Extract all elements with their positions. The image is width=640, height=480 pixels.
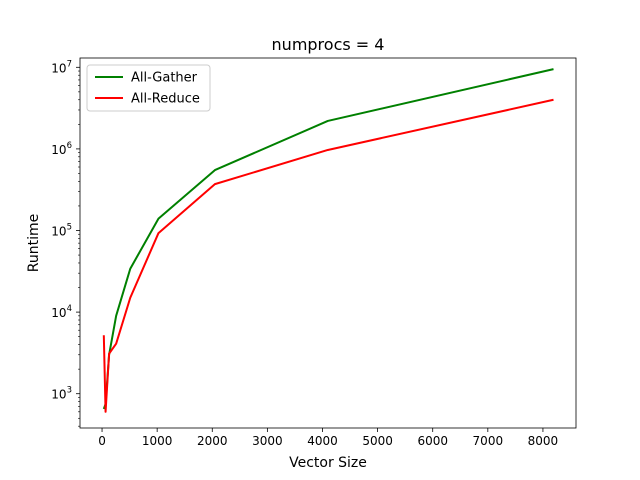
chart-title: numprocs = 4 (272, 35, 385, 54)
plot-area (80, 58, 576, 428)
x-tick-label: 8000 (528, 434, 559, 448)
y-tick-label: 106 (51, 141, 72, 157)
x-tick-label: 1000 (142, 434, 173, 448)
legend: All-Gather All-Reduce (86, 64, 211, 112)
y-tick-exponent: 4 (67, 304, 72, 314)
x-axis-ticks: 0 1000 2000 3000 4000 5000 6000 7000 8000 (98, 428, 558, 448)
x-tick-label: 0 (98, 434, 106, 448)
y-tick-label: 105 (51, 223, 72, 239)
series-line-1 (102, 98, 554, 413)
y-tick-base: 10 (51, 225, 66, 239)
series-layer (102, 68, 554, 413)
x-tick-label: 5000 (362, 434, 393, 448)
y-tick-exponent: 5 (67, 223, 72, 233)
x-tick-label: 7000 (473, 434, 504, 448)
y-tick-label: 104 (51, 304, 72, 320)
x-tick-label: 3000 (252, 434, 283, 448)
y-axis-label: Runtime (26, 214, 42, 272)
y-tick-exponent: 6 (67, 141, 72, 151)
y-tick-base: 10 (51, 61, 66, 75)
y-tick-base: 10 (51, 388, 66, 402)
y-tick-base: 10 (51, 143, 66, 157)
legend-label-0: All-Gather (131, 71, 198, 86)
x-tick-label: 6000 (417, 434, 448, 448)
y-tick-exponent: 3 (67, 386, 72, 396)
y-tick-label: 103 (51, 386, 72, 402)
x-axis-label: Vector Size (289, 455, 367, 471)
x-tick-label: 2000 (197, 434, 228, 448)
y-tick-base: 10 (51, 306, 66, 320)
y-tick-label: 107 (51, 59, 72, 75)
legend-label-1: All-Reduce (131, 92, 200, 107)
x-tick-label: 4000 (307, 434, 338, 448)
y-tick-exponent: 7 (67, 59, 72, 69)
